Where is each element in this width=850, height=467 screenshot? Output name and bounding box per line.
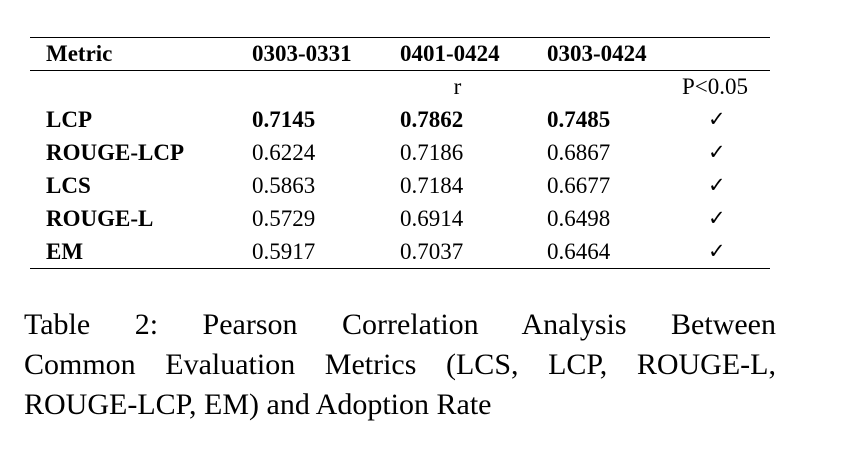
significance-check-icon: ✓ <box>708 173 726 197</box>
metric-name: LCP <box>46 107 92 132</box>
value-period-2: 0.7186 <box>400 140 464 165</box>
metric-name: ROUGE-LCP <box>46 140 184 165</box>
value-period-3: 0.7485 <box>547 107 611 132</box>
value-period-1: 0.7145 <box>252 107 316 132</box>
value-period-3: 0.6498 <box>547 206 611 231</box>
metric-name: EM <box>30 235 236 269</box>
value-period-3: 0.6677 <box>547 173 611 198</box>
header-significance <box>674 37 770 71</box>
value-period-2: 0.7184 <box>400 173 464 198</box>
correlation-table-container: Metric 0303-0331 0401-0424 0303-0424 r P… <box>30 37 770 269</box>
value-period-1: 0.5729 <box>252 206 316 231</box>
header-metric: Metric <box>30 37 236 71</box>
significance-check-icon: ✓ <box>708 206 726 230</box>
table-subheader-row: r P<0.05 <box>30 71 770 104</box>
table-row: LCP 0.7145 0.7862 0.7485 ✓ <box>30 103 770 136</box>
correlation-table: Metric 0303-0331 0401-0424 0303-0424 r P… <box>30 37 770 269</box>
table-header-row: Metric 0303-0331 0401-0424 0303-0424 <box>30 37 770 71</box>
table-caption: Table 2: Pearson Correlation Analysis Be… <box>24 305 776 425</box>
significance-check-icon: ✓ <box>708 107 726 131</box>
header-period-3: 0303-0424 <box>531 37 674 71</box>
significance-check-icon: ✓ <box>708 140 726 164</box>
value-period-2: 0.6914 <box>400 206 464 231</box>
table-row: ROUGE-LCP 0.6224 0.7186 0.6867 ✓ <box>30 136 770 169</box>
table-row: LCS 0.5863 0.7184 0.6677 ✓ <box>30 169 770 202</box>
value-period-3: 0.6464 <box>531 235 674 269</box>
metric-name: LCS <box>46 173 91 198</box>
header-period-1: 0303-0331 <box>236 37 384 71</box>
metric-name: ROUGE-L <box>46 206 154 231</box>
value-period-1: 0.5863 <box>252 173 316 198</box>
header-period-2: 0401-0424 <box>384 37 531 71</box>
subheader-r-label: r <box>453 74 462 99</box>
table-row: ROUGE-L 0.5729 0.6914 0.6498 ✓ <box>30 202 770 235</box>
caption-line-2: Common Evaluation Metrics (LCS, LCP, ROU… <box>24 348 776 381</box>
value-period-2: 0.7037 <box>384 235 531 269</box>
subheader-p-label: P<0.05 <box>682 74 749 99</box>
value-period-1: 0.6224 <box>252 140 316 165</box>
caption-line-3: ROUGE-LCP, EM) and Adoption Rate <box>24 388 492 421</box>
value-period-3: 0.6867 <box>547 140 611 165</box>
significance-check-icon: ✓ <box>674 235 770 269</box>
value-period-1: 0.5917 <box>236 235 384 269</box>
table-row: EM 0.5917 0.7037 0.6464 ✓ <box>30 235 770 269</box>
caption-line-1: Table 2: Pearson Correlation Analysis Be… <box>24 308 776 341</box>
value-period-2: 0.7862 <box>400 107 464 132</box>
